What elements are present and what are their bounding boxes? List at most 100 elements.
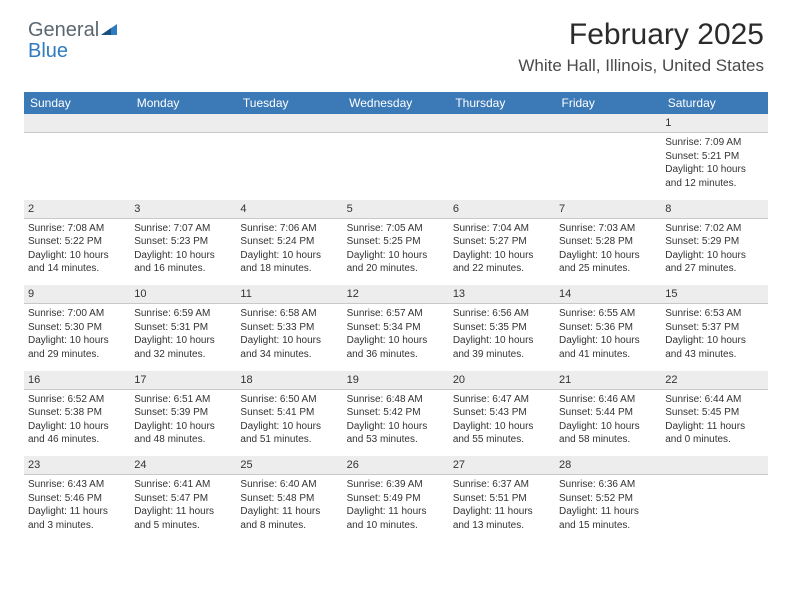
day-number-cell: 27 — [449, 455, 555, 475]
sunrise-text: Sunrise: 7:03 AM — [559, 222, 657, 236]
day-details-cell: Sunrise: 7:02 AMSunset: 5:29 PMDaylight:… — [661, 218, 767, 284]
sunset-text: Sunset: 5:33 PM — [240, 321, 338, 335]
daylight-text: Daylight: 10 hours and 55 minutes. — [453, 420, 551, 447]
day-number-cell: 2 — [24, 199, 130, 219]
sunrise-text: Sunrise: 6:55 AM — [559, 307, 657, 321]
day-number-row: 232425262728 — [24, 455, 768, 475]
daylight-text: Daylight: 11 hours and 10 minutes. — [347, 505, 445, 532]
sunset-text: Sunset: 5:27 PM — [453, 235, 551, 249]
sunrise-text: Sunrise: 6:47 AM — [453, 393, 551, 407]
day-details-cell: Sunrise: 7:08 AMSunset: 5:22 PMDaylight:… — [24, 218, 130, 284]
sunset-text: Sunset: 5:34 PM — [347, 321, 445, 335]
day-number-cell: 4 — [236, 199, 342, 219]
daylight-text: Daylight: 10 hours and 48 minutes. — [134, 420, 232, 447]
calendar-table: Sunday Monday Tuesday Wednesday Thursday… — [24, 92, 768, 542]
day-number-cell — [343, 114, 449, 133]
sunset-text: Sunset: 5:37 PM — [665, 321, 763, 335]
day-number-cell: 8 — [661, 199, 767, 219]
day-details-cell: Sunrise: 7:09 AMSunset: 5:21 PMDaylight:… — [661, 133, 767, 199]
header-wednesday: Wednesday — [343, 92, 449, 114]
sunrise-text: Sunrise: 6:52 AM — [28, 393, 126, 407]
day-details-cell — [236, 133, 342, 199]
daylight-text: Daylight: 10 hours and 27 minutes. — [665, 249, 763, 276]
day-number-cell — [236, 114, 342, 133]
daylight-text: Daylight: 10 hours and 43 minutes. — [665, 334, 763, 361]
sunrise-text: Sunrise: 6:41 AM — [134, 478, 232, 492]
sunset-text: Sunset: 5:48 PM — [240, 492, 338, 506]
sunrise-text: Sunrise: 6:58 AM — [240, 307, 338, 321]
sunset-text: Sunset: 5:46 PM — [28, 492, 126, 506]
day-details-cell: Sunrise: 7:00 AMSunset: 5:30 PMDaylight:… — [24, 304, 130, 370]
daylight-text: Daylight: 10 hours and 46 minutes. — [28, 420, 126, 447]
day-number-row: 9101112131415 — [24, 284, 768, 304]
sunrise-text: Sunrise: 7:06 AM — [240, 222, 338, 236]
daylight-text: Daylight: 10 hours and 29 minutes. — [28, 334, 126, 361]
sunset-text: Sunset: 5:44 PM — [559, 406, 657, 420]
daylight-text: Daylight: 10 hours and 20 minutes. — [347, 249, 445, 276]
day-details-cell — [449, 133, 555, 199]
day-details-cell: Sunrise: 6:58 AMSunset: 5:33 PMDaylight:… — [236, 304, 342, 370]
day-number-cell: 6 — [449, 199, 555, 219]
sunrise-text: Sunrise: 7:08 AM — [28, 222, 126, 236]
day-details-cell: Sunrise: 6:36 AMSunset: 5:52 PMDaylight:… — [555, 475, 661, 541]
sunset-text: Sunset: 5:49 PM — [347, 492, 445, 506]
weekday-header-row: Sunday Monday Tuesday Wednesday Thursday… — [24, 92, 768, 114]
header-monday: Monday — [130, 92, 236, 114]
daylight-text: Daylight: 11 hours and 15 minutes. — [559, 505, 657, 532]
day-number-cell: 10 — [130, 284, 236, 304]
sunset-text: Sunset: 5:25 PM — [347, 235, 445, 249]
daylight-text: Daylight: 10 hours and 58 minutes. — [559, 420, 657, 447]
sunset-text: Sunset: 5:45 PM — [665, 406, 763, 420]
sunset-text: Sunset: 5:38 PM — [28, 406, 126, 420]
day-details-cell: Sunrise: 7:04 AMSunset: 5:27 PMDaylight:… — [449, 218, 555, 284]
sunrise-text: Sunrise: 6:46 AM — [559, 393, 657, 407]
day-number-cell: 12 — [343, 284, 449, 304]
day-number-cell: 13 — [449, 284, 555, 304]
sunset-text: Sunset: 5:35 PM — [453, 321, 551, 335]
sunrise-text: Sunrise: 7:04 AM — [453, 222, 551, 236]
month-title: February 2025 — [28, 18, 764, 52]
sunset-text: Sunset: 5:52 PM — [559, 492, 657, 506]
header-tuesday: Tuesday — [236, 92, 342, 114]
day-number-cell: 28 — [555, 455, 661, 475]
daylight-text: Daylight: 10 hours and 34 minutes. — [240, 334, 338, 361]
day-details-cell: Sunrise: 6:41 AMSunset: 5:47 PMDaylight:… — [130, 475, 236, 541]
day-number-row: 2345678 — [24, 199, 768, 219]
sunset-text: Sunset: 5:23 PM — [134, 235, 232, 249]
sunrise-text: Sunrise: 6:43 AM — [28, 478, 126, 492]
calendar-body: 1Sunrise: 7:09 AMSunset: 5:21 PMDaylight… — [24, 114, 768, 541]
day-number-cell — [449, 114, 555, 133]
day-number-cell: 17 — [130, 370, 236, 390]
day-details-cell — [343, 133, 449, 199]
daylight-text: Daylight: 11 hours and 8 minutes. — [240, 505, 338, 532]
sunrise-text: Sunrise: 7:05 AM — [347, 222, 445, 236]
day-number-cell: 11 — [236, 284, 342, 304]
sunrise-text: Sunrise: 7:00 AM — [28, 307, 126, 321]
daylight-text: Daylight: 11 hours and 13 minutes. — [453, 505, 551, 532]
sunrise-text: Sunrise: 7:07 AM — [134, 222, 232, 236]
daylight-text: Daylight: 11 hours and 3 minutes. — [28, 505, 126, 532]
day-number-cell: 25 — [236, 455, 342, 475]
day-details-cell: Sunrise: 6:59 AMSunset: 5:31 PMDaylight:… — [130, 304, 236, 370]
day-details-cell: Sunrise: 6:56 AMSunset: 5:35 PMDaylight:… — [449, 304, 555, 370]
day-number-cell: 26 — [343, 455, 449, 475]
sunset-text: Sunset: 5:47 PM — [134, 492, 232, 506]
day-details-cell: Sunrise: 7:05 AMSunset: 5:25 PMDaylight:… — [343, 218, 449, 284]
sunrise-text: Sunrise: 6:50 AM — [240, 393, 338, 407]
day-number-cell: 20 — [449, 370, 555, 390]
header-thursday: Thursday — [449, 92, 555, 114]
day-number-row: 16171819202122 — [24, 370, 768, 390]
logo-word1: General — [28, 19, 99, 41]
sunrise-text: Sunrise: 6:44 AM — [665, 393, 763, 407]
sunrise-text: Sunrise: 6:59 AM — [134, 307, 232, 321]
sunset-text: Sunset: 5:31 PM — [134, 321, 232, 335]
daylight-text: Daylight: 11 hours and 5 minutes. — [134, 505, 232, 532]
sunrise-text: Sunrise: 6:51 AM — [134, 393, 232, 407]
day-details-cell — [130, 133, 236, 199]
day-number-cell — [661, 455, 767, 475]
day-details-row: Sunrise: 6:52 AMSunset: 5:38 PMDaylight:… — [24, 389, 768, 455]
day-details-cell: Sunrise: 6:51 AMSunset: 5:39 PMDaylight:… — [130, 389, 236, 455]
sunset-text: Sunset: 5:29 PM — [665, 235, 763, 249]
sunset-text: Sunset: 5:21 PM — [665, 150, 763, 164]
logo: General Blue — [28, 20, 138, 64]
